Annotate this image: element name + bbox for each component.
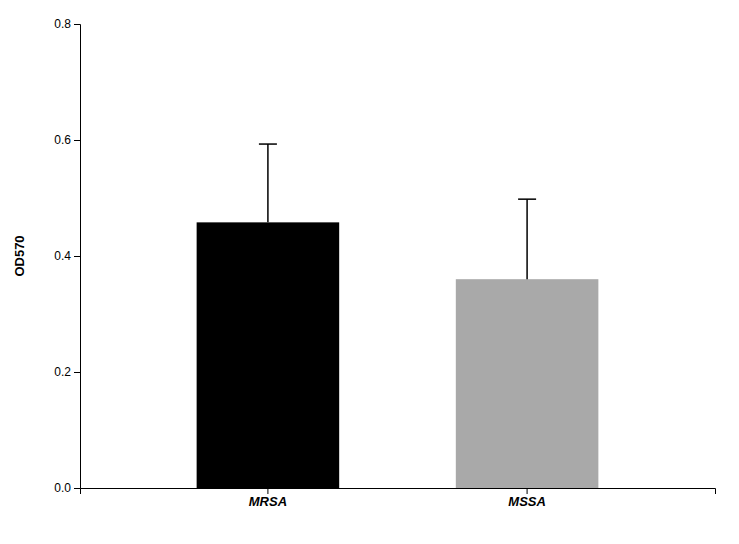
x-tick-mark	[527, 488, 528, 494]
y-tick-mark	[74, 140, 80, 141]
y-tick: 0.0	[54, 481, 80, 495]
y-axis-line	[74, 25, 81, 489]
y-tick-mark	[74, 24, 80, 25]
bar	[456, 279, 599, 488]
error-bar	[518, 199, 536, 279]
x-axis: MRSA MSSA	[81, 488, 716, 509]
y-tick-mark	[74, 256, 80, 257]
chart: 0.0 0.2 0.4 0.6 0.8 MRSA MSSA OD570	[0, 0, 739, 544]
x-tick: MRSA	[249, 488, 287, 509]
x-tick-label: MSSA	[508, 494, 546, 509]
y-tick-label: 0.0	[54, 481, 71, 495]
y-axis: 0.0 0.2 0.4 0.6 0.8	[54, 17, 80, 495]
error-bar-cap	[259, 143, 277, 145]
y-tick-label: 0.2	[54, 365, 71, 379]
error-bar	[259, 144, 277, 222]
y-tick-label: 0.6	[54, 133, 71, 147]
y-tick: 0.2	[54, 365, 80, 379]
plot: 0.0 0.2 0.4 0.6 0.8 MRSA MSSA	[54, 17, 715, 509]
x-tick-mark	[267, 488, 268, 494]
error-bar-stem	[526, 199, 528, 279]
x-axis-line	[81, 489, 716, 495]
error-bar-cap	[518, 198, 536, 200]
x-tick-label: MRSA	[249, 494, 287, 509]
y-tick: 0.8	[54, 17, 80, 31]
marks	[197, 144, 599, 488]
error-bar-stem	[267, 144, 269, 222]
y-tick-mark	[74, 372, 80, 373]
y-tick-mark	[74, 488, 80, 489]
y-tick: 0.4	[54, 249, 80, 263]
y-axis-title: OD570	[12, 235, 27, 276]
y-tick-label: 0.8	[54, 17, 71, 31]
bar	[197, 222, 340, 488]
y-tick-label: 0.4	[54, 249, 71, 263]
y-tick: 0.6	[54, 133, 80, 147]
x-tick: MSSA	[508, 488, 546, 509]
